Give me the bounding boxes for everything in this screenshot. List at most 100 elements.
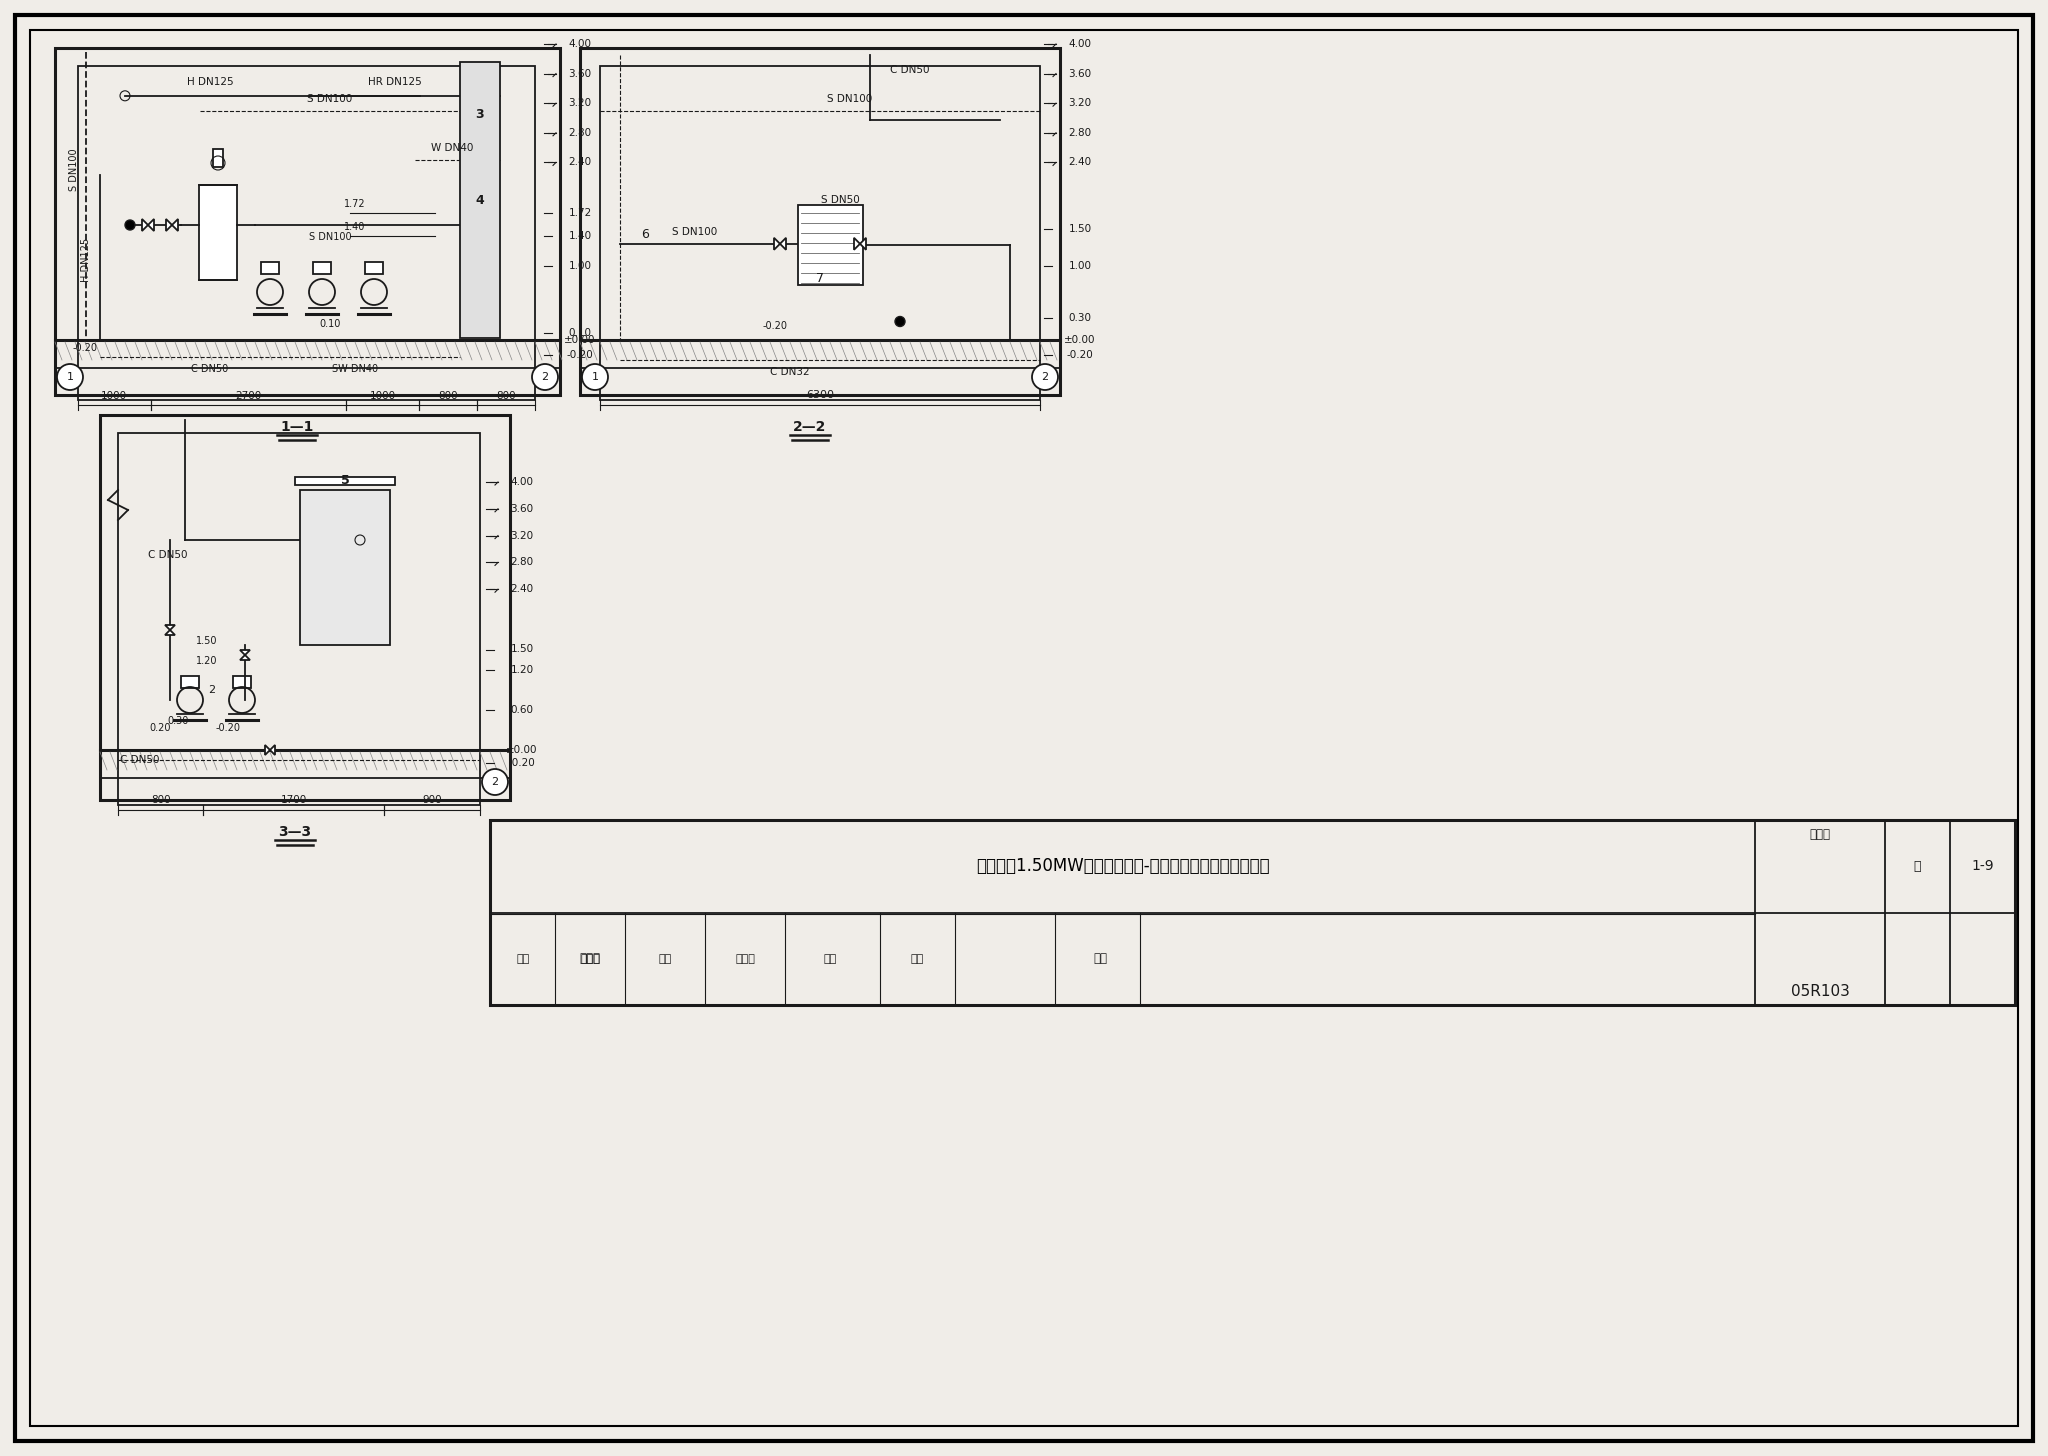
Bar <box>295 478 395 485</box>
Polygon shape <box>141 218 147 232</box>
Text: H DN125: H DN125 <box>186 77 233 87</box>
Text: 0.20: 0.20 <box>150 722 170 732</box>
Bar <box>461 63 500 338</box>
Text: 2.80: 2.80 <box>1069 128 1092 138</box>
Text: 1-9: 1-9 <box>1970 859 1995 874</box>
Text: C DN32: C DN32 <box>770 367 809 377</box>
Polygon shape <box>854 237 860 250</box>
Text: 1000: 1000 <box>100 392 127 400</box>
Bar <box>78 66 535 400</box>
Circle shape <box>125 220 135 230</box>
Text: 4.00: 4.00 <box>569 39 592 50</box>
Text: -0.20: -0.20 <box>1067 349 1094 360</box>
Text: 1.72: 1.72 <box>569 208 592 218</box>
Bar <box>199 185 238 280</box>
Text: 3: 3 <box>475 109 483 121</box>
Text: 7: 7 <box>815 271 823 284</box>
Text: 0.30: 0.30 <box>1069 313 1092 323</box>
Text: 1—1: 1—1 <box>281 419 313 434</box>
Circle shape <box>532 364 557 390</box>
Text: S DN100: S DN100 <box>827 93 872 103</box>
Text: 石英: 石英 <box>911 954 924 964</box>
Text: 0.10: 0.10 <box>569 328 592 338</box>
Text: 2: 2 <box>1042 371 1049 381</box>
Text: 石英: 石英 <box>1094 952 1108 965</box>
Text: S DN100: S DN100 <box>672 227 717 237</box>
Text: 1.50: 1.50 <box>510 645 535 655</box>
Circle shape <box>1032 364 1059 390</box>
Text: 3.20: 3.20 <box>1069 98 1092 108</box>
Text: 1.20: 1.20 <box>197 655 217 665</box>
Circle shape <box>481 769 508 795</box>
Text: SW DN40: SW DN40 <box>332 364 379 374</box>
Text: -0.20: -0.20 <box>72 344 98 352</box>
Text: 设计: 设计 <box>823 954 838 964</box>
Bar <box>580 48 1061 395</box>
Text: 4.00: 4.00 <box>1069 39 1092 50</box>
Bar <box>119 432 479 805</box>
Text: 1: 1 <box>592 371 598 381</box>
Text: 1.20: 1.20 <box>510 664 535 674</box>
Text: 2: 2 <box>492 778 498 788</box>
Bar <box>600 66 1040 400</box>
Text: 800: 800 <box>496 392 516 400</box>
Text: 3—3: 3—3 <box>279 826 311 839</box>
Text: 2.40: 2.40 <box>510 584 535 594</box>
Bar <box>233 676 252 689</box>
Text: 牛小化: 牛小化 <box>580 952 600 965</box>
Bar <box>180 676 199 689</box>
Text: 05R103: 05R103 <box>1790 983 1849 999</box>
Text: 1.50: 1.50 <box>1069 224 1092 234</box>
Text: ±0.00: ±0.00 <box>565 335 596 345</box>
Text: 3.60: 3.60 <box>1069 68 1092 79</box>
Text: 审核: 审核 <box>516 954 530 964</box>
Text: S DN100: S DN100 <box>307 93 352 103</box>
Text: 3.20: 3.20 <box>510 530 535 540</box>
Bar <box>365 262 383 274</box>
Text: S DN100: S DN100 <box>70 149 80 191</box>
Text: 4: 4 <box>475 194 485 207</box>
Text: S DN100: S DN100 <box>309 232 352 242</box>
Polygon shape <box>147 218 154 232</box>
Text: 6300: 6300 <box>807 390 834 400</box>
Text: 6: 6 <box>641 229 649 242</box>
Circle shape <box>57 364 84 390</box>
Polygon shape <box>240 655 250 660</box>
Text: 1000: 1000 <box>369 392 395 400</box>
Bar <box>55 48 559 395</box>
Bar <box>299 491 389 645</box>
Text: 1.72: 1.72 <box>344 198 367 208</box>
Text: ±0.00: ±0.00 <box>1065 335 1096 345</box>
Text: 3.20: 3.20 <box>569 98 592 108</box>
Text: W DN40: W DN40 <box>430 143 473 153</box>
Text: 1700: 1700 <box>281 795 307 805</box>
Text: HR DN125: HR DN125 <box>369 77 422 87</box>
Bar <box>100 415 510 799</box>
Text: 0.30: 0.30 <box>168 716 188 727</box>
Polygon shape <box>774 237 780 250</box>
Text: 5: 5 <box>340 473 350 486</box>
Text: 1.00: 1.00 <box>569 261 592 271</box>
Text: 牛小化: 牛小化 <box>580 954 600 964</box>
Text: 1.40: 1.40 <box>344 223 367 233</box>
Text: 4.00: 4.00 <box>510 478 532 486</box>
Text: 页: 页 <box>1913 859 1921 872</box>
Text: 2.80: 2.80 <box>569 128 592 138</box>
Text: 1.40: 1.40 <box>569 232 592 242</box>
Text: 总热负荷1.50MW：采暖系统汽-水小型机组热交换站剖面图: 总热负荷1.50MW：采暖系统汽-水小型机组热交换站剖面图 <box>975 858 1270 875</box>
Text: C DN50: C DN50 <box>190 364 229 374</box>
Text: 校对: 校对 <box>657 954 672 964</box>
Text: 1.00: 1.00 <box>1069 261 1092 271</box>
Text: 900: 900 <box>422 795 442 805</box>
Text: 2700: 2700 <box>236 392 262 400</box>
Polygon shape <box>780 237 786 250</box>
Text: -0.20: -0.20 <box>215 722 240 732</box>
Bar <box>489 820 2015 1005</box>
Text: 0.60: 0.60 <box>510 705 532 715</box>
Text: 2.40: 2.40 <box>1069 157 1092 167</box>
Text: C DN50: C DN50 <box>147 550 188 561</box>
Text: 2.40: 2.40 <box>569 157 592 167</box>
Text: 图集号: 图集号 <box>1810 827 1831 840</box>
Text: C DN50: C DN50 <box>121 756 160 764</box>
Text: 2: 2 <box>541 371 549 381</box>
